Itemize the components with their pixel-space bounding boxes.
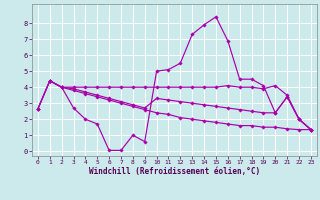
X-axis label: Windchill (Refroidissement éolien,°C): Windchill (Refroidissement éolien,°C)	[89, 167, 260, 176]
